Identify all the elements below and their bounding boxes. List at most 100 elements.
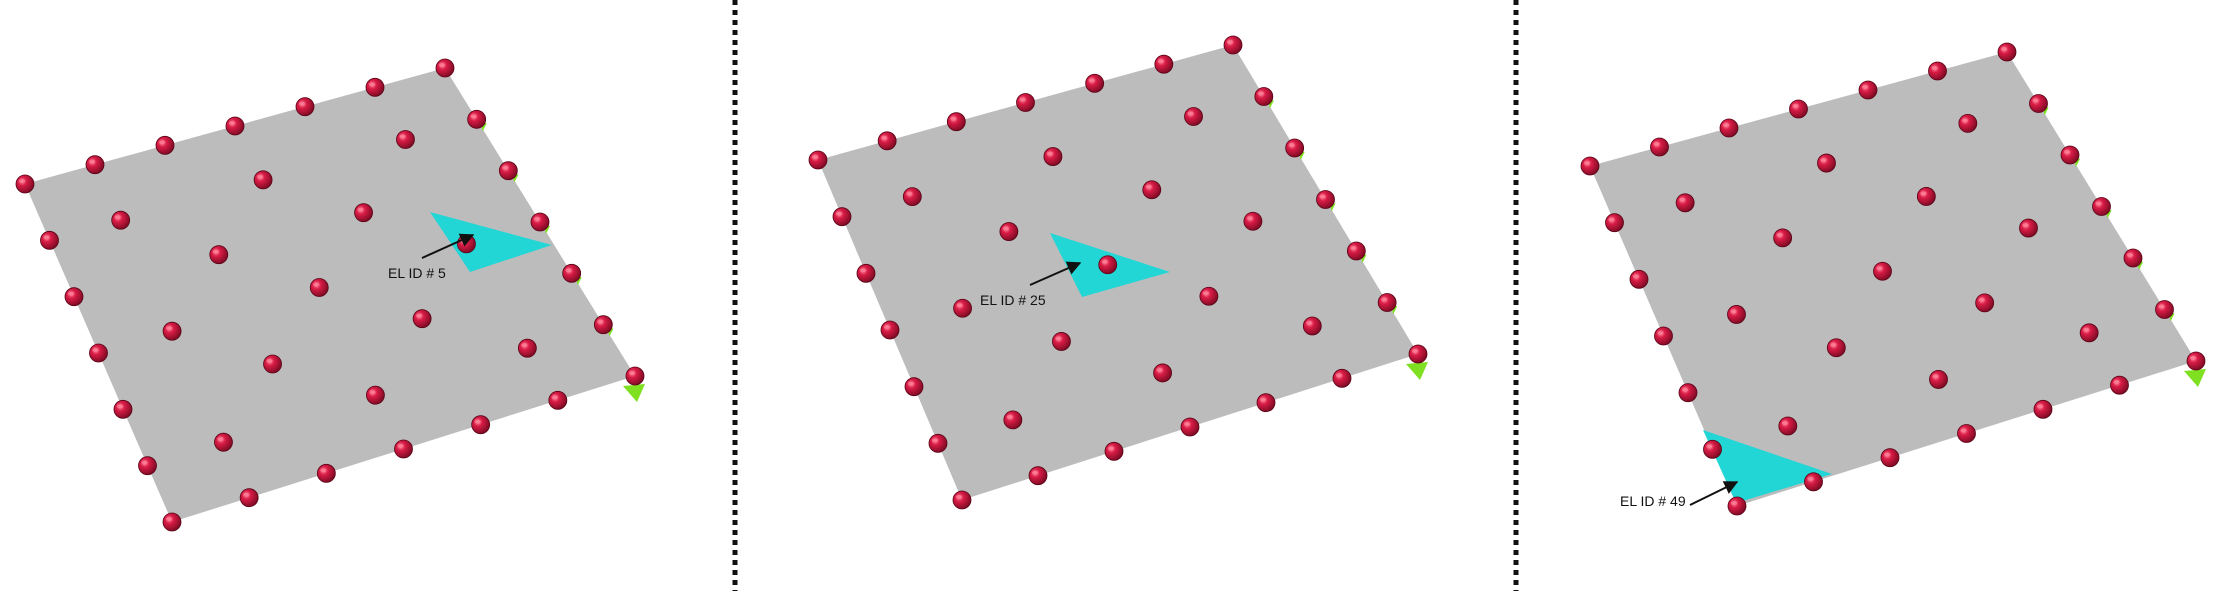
sphere-node-icon [1256, 393, 1276, 413]
sphere-node-icon [1346, 241, 1366, 261]
sphere-node-icon [15, 174, 35, 194]
sphere-node-icon [1773, 228, 1793, 248]
sphere-node-icon [467, 109, 487, 129]
sphere-node-icon [548, 390, 568, 410]
sphere-node-icon [1958, 113, 1978, 133]
sphere-node-icon [1916, 187, 1936, 206]
sphere-node-icon [113, 399, 133, 419]
pointer-arrow [1029, 261, 1082, 286]
sphere-node-icon [435, 58, 455, 78]
sphere-node-icon [1043, 147, 1063, 166]
sphere-node-icon [1016, 93, 1035, 112]
highlighted-element [430, 212, 552, 272]
panel-1: EL ID # 5 [15, 58, 645, 532]
sphere-node-icon [316, 463, 336, 483]
sphere-node-icon [1003, 410, 1023, 430]
sphere-node-icon [2019, 218, 2038, 238]
sphere-node-icon [1605, 213, 1624, 233]
sphere-node-icon [2092, 197, 2111, 216]
sphere-node-icon [412, 309, 432, 329]
sphere-node-icon [1085, 73, 1105, 93]
plate-surface [1590, 52, 2196, 506]
fixed-support-icon [1406, 362, 1428, 380]
sphere-node-icon [946, 112, 966, 132]
sphere-node-icon [832, 207, 852, 227]
sphere-node-icon [1826, 338, 1846, 358]
sphere-node-icon [111, 210, 131, 230]
sphere-node-icon [1180, 417, 1200, 437]
sphere-node-icon [1223, 35, 1243, 55]
element-id-label: EL ID # 5 [388, 265, 446, 281]
panel-2: EL ID # 25 [808, 35, 1428, 510]
sphere-node-icon [209, 245, 229, 265]
sphere-node-icon [1285, 138, 1305, 158]
sphere-node-icon [1142, 180, 1162, 200]
sphere-node-icon [562, 263, 582, 283]
sphere-node-icon [1302, 316, 1322, 336]
panel-3: EL ID # 49 [1580, 42, 2206, 516]
sphere-node-icon [2060, 145, 2080, 165]
sphere-node-icon [1408, 344, 1428, 364]
sphere-node-icon [1727, 496, 1747, 516]
sphere-node-icon [928, 433, 948, 453]
sphere-node-icon [225, 116, 245, 136]
sphere-node-icon [239, 488, 259, 508]
sphere-node-icon [89, 343, 108, 363]
sphere-node-icon [396, 130, 415, 149]
sphere-node-icon [1703, 439, 1722, 459]
sphere-node-icon [214, 432, 233, 452]
fixed-support-icon [2184, 369, 2206, 387]
sphere-node-icon [1184, 107, 1203, 126]
fixed-support-icon [623, 384, 645, 402]
plate-surface [25, 68, 635, 522]
sphere-node-icon [1028, 466, 1048, 486]
pointer-arrow [421, 233, 475, 259]
sphere-node-icon [1678, 383, 1698, 403]
sphere-node-icon [1817, 153, 1836, 173]
sphere-node-icon [999, 222, 1019, 241]
sphere-node-icon [1727, 305, 1746, 324]
sphere-node-icon [1052, 332, 1071, 351]
sphere-node-icon [1332, 368, 1352, 388]
sphere-node-icon [1254, 87, 1274, 106]
sphere-node-icon [498, 161, 518, 181]
node-group [808, 35, 1428, 510]
sphere-node-icon [366, 385, 385, 405]
sphere-node-icon [295, 97, 315, 117]
sphere-node-icon [1654, 326, 1673, 346]
sphere-node-icon [1957, 424, 1976, 443]
sphere-node-icon [1675, 193, 1695, 213]
sphere-node-icon [880, 320, 900, 340]
sphere-node-icon [40, 230, 59, 250]
sphere-node-icon [856, 263, 876, 283]
sphere-node-icon [1153, 363, 1172, 383]
sphere-node-icon [2079, 323, 2099, 343]
sphere-node-icon [2110, 375, 2129, 395]
sphere-node-icon [64, 287, 84, 307]
sphere-node-icon [394, 439, 413, 459]
sphere-node-icon [138, 456, 157, 476]
element-id-label: EL ID # 25 [980, 292, 1046, 308]
sphere-node-icon [1154, 54, 1174, 74]
sphere-node-icon [1098, 255, 1118, 275]
sphere-node-icon [2123, 248, 2143, 268]
sphere-node-icon [309, 278, 329, 297]
sphere-node-icon [365, 77, 385, 97]
sphere-node-icon [1377, 293, 1397, 312]
sphere-node-icon [1316, 190, 1335, 209]
sphere-node-icon [1789, 99, 1808, 119]
sphere-node-icon [2033, 399, 2053, 419]
node-group [1580, 42, 2206, 516]
pointer-arrow [1689, 481, 1739, 506]
sphere-node-icon [1243, 211, 1263, 231]
sphere-node-icon [1858, 80, 1878, 100]
sphere-node-icon [593, 315, 613, 335]
sphere-node-icon [2029, 94, 2048, 113]
sphere-node-icon [263, 354, 282, 374]
sphere-node-icon [625, 366, 645, 386]
sphere-node-icon [1580, 156, 1600, 176]
sphere-node-icon [253, 170, 273, 190]
sphere-node-icon [1804, 472, 1823, 492]
node-group [15, 58, 645, 532]
